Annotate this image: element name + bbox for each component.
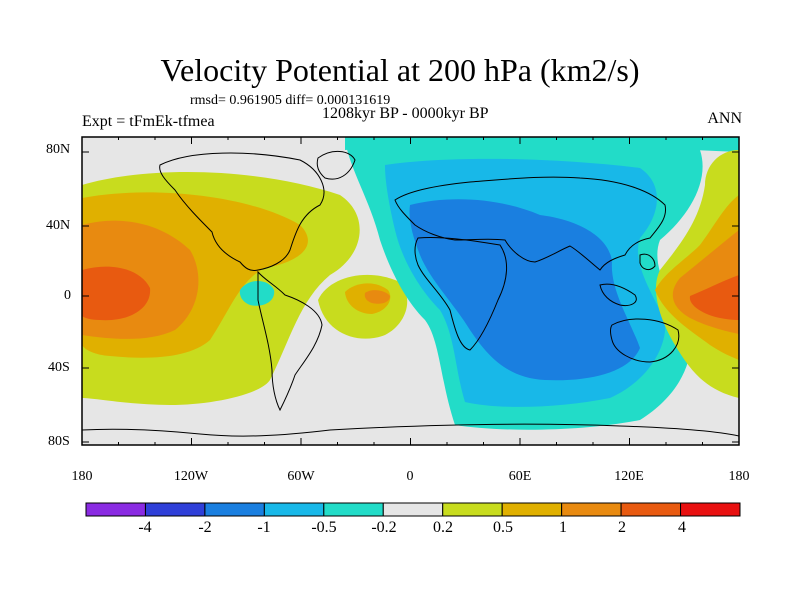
lon-label-180w: 180 — [71, 469, 93, 484]
colorbar-swatch — [382, 502, 444, 517]
season-label: ANN — [707, 110, 742, 127]
lon-label-120w: 120W — [173, 469, 209, 484]
pacific-core-region — [82, 266, 151, 321]
stats-line: rmsd= 0.961905 diff= 0.000131619 — [190, 93, 391, 108]
colorbar-swatch — [501, 502, 563, 517]
colorbar-label: -2 — [198, 519, 212, 536]
colorbar-swatch — [680, 502, 741, 517]
colorbar — [85, 502, 741, 517]
colorbar-label: -1 — [257, 519, 271, 536]
colorbar-label: 0.5 — [493, 519, 513, 536]
colorbar-swatch — [442, 502, 503, 517]
colorbar-label: 4 — [678, 519, 686, 536]
lon-label-60w: 60W — [287, 469, 315, 484]
colorbar-label: 1 — [559, 519, 567, 536]
colorbar-label: -4 — [138, 519, 152, 536]
colorbar-swatch — [263, 502, 325, 517]
colorbar-swatch — [323, 502, 384, 517]
lat-label-80n: 80N — [46, 142, 71, 157]
lon-label-60e: 60E — [508, 469, 532, 484]
atlantic-orange-core — [364, 290, 390, 304]
colorbar-swatch — [561, 502, 622, 517]
lat-label-80s: 80S — [48, 434, 70, 449]
lon-label-0: 0 — [406, 469, 414, 484]
colorbar-label: 0.2 — [433, 519, 453, 536]
eastern-hemisphere-blue-core — [409, 199, 640, 381]
colorbar-swatch — [144, 502, 206, 517]
experiment-label: Expt = tFmEk-tfmea — [82, 113, 215, 130]
arctic-negative-region — [345, 137, 739, 152]
caribbean-negative-region — [239, 281, 275, 306]
period-line: 1208kyr BP - 0000kyr BP — [322, 105, 489, 122]
lon-label-180e: 180 — [728, 469, 750, 484]
velocity-potential-field — [82, 137, 739, 445]
colorbar-swatch — [85, 502, 146, 517]
chart-title: Velocity Potential at 200 hPa (km2/s) — [160, 52, 640, 88]
axis-ticks — [81, 137, 740, 445]
colorbar-swatch — [204, 502, 265, 517]
colorbar-label: -0.2 — [371, 519, 397, 536]
coastlines — [82, 151, 739, 437]
lat-label-0: 0 — [64, 288, 71, 303]
colorbar-swatch — [620, 502, 682, 517]
lat-label-40n: 40N — [46, 218, 71, 233]
west-pacific-core-region — [689, 275, 739, 320]
lat-label-40s: 40S — [48, 360, 70, 375]
colorbar-label: -0.5 — [311, 519, 337, 536]
colorbar-label: 2 — [618, 519, 626, 536]
lon-label-120e: 120E — [614, 469, 644, 484]
